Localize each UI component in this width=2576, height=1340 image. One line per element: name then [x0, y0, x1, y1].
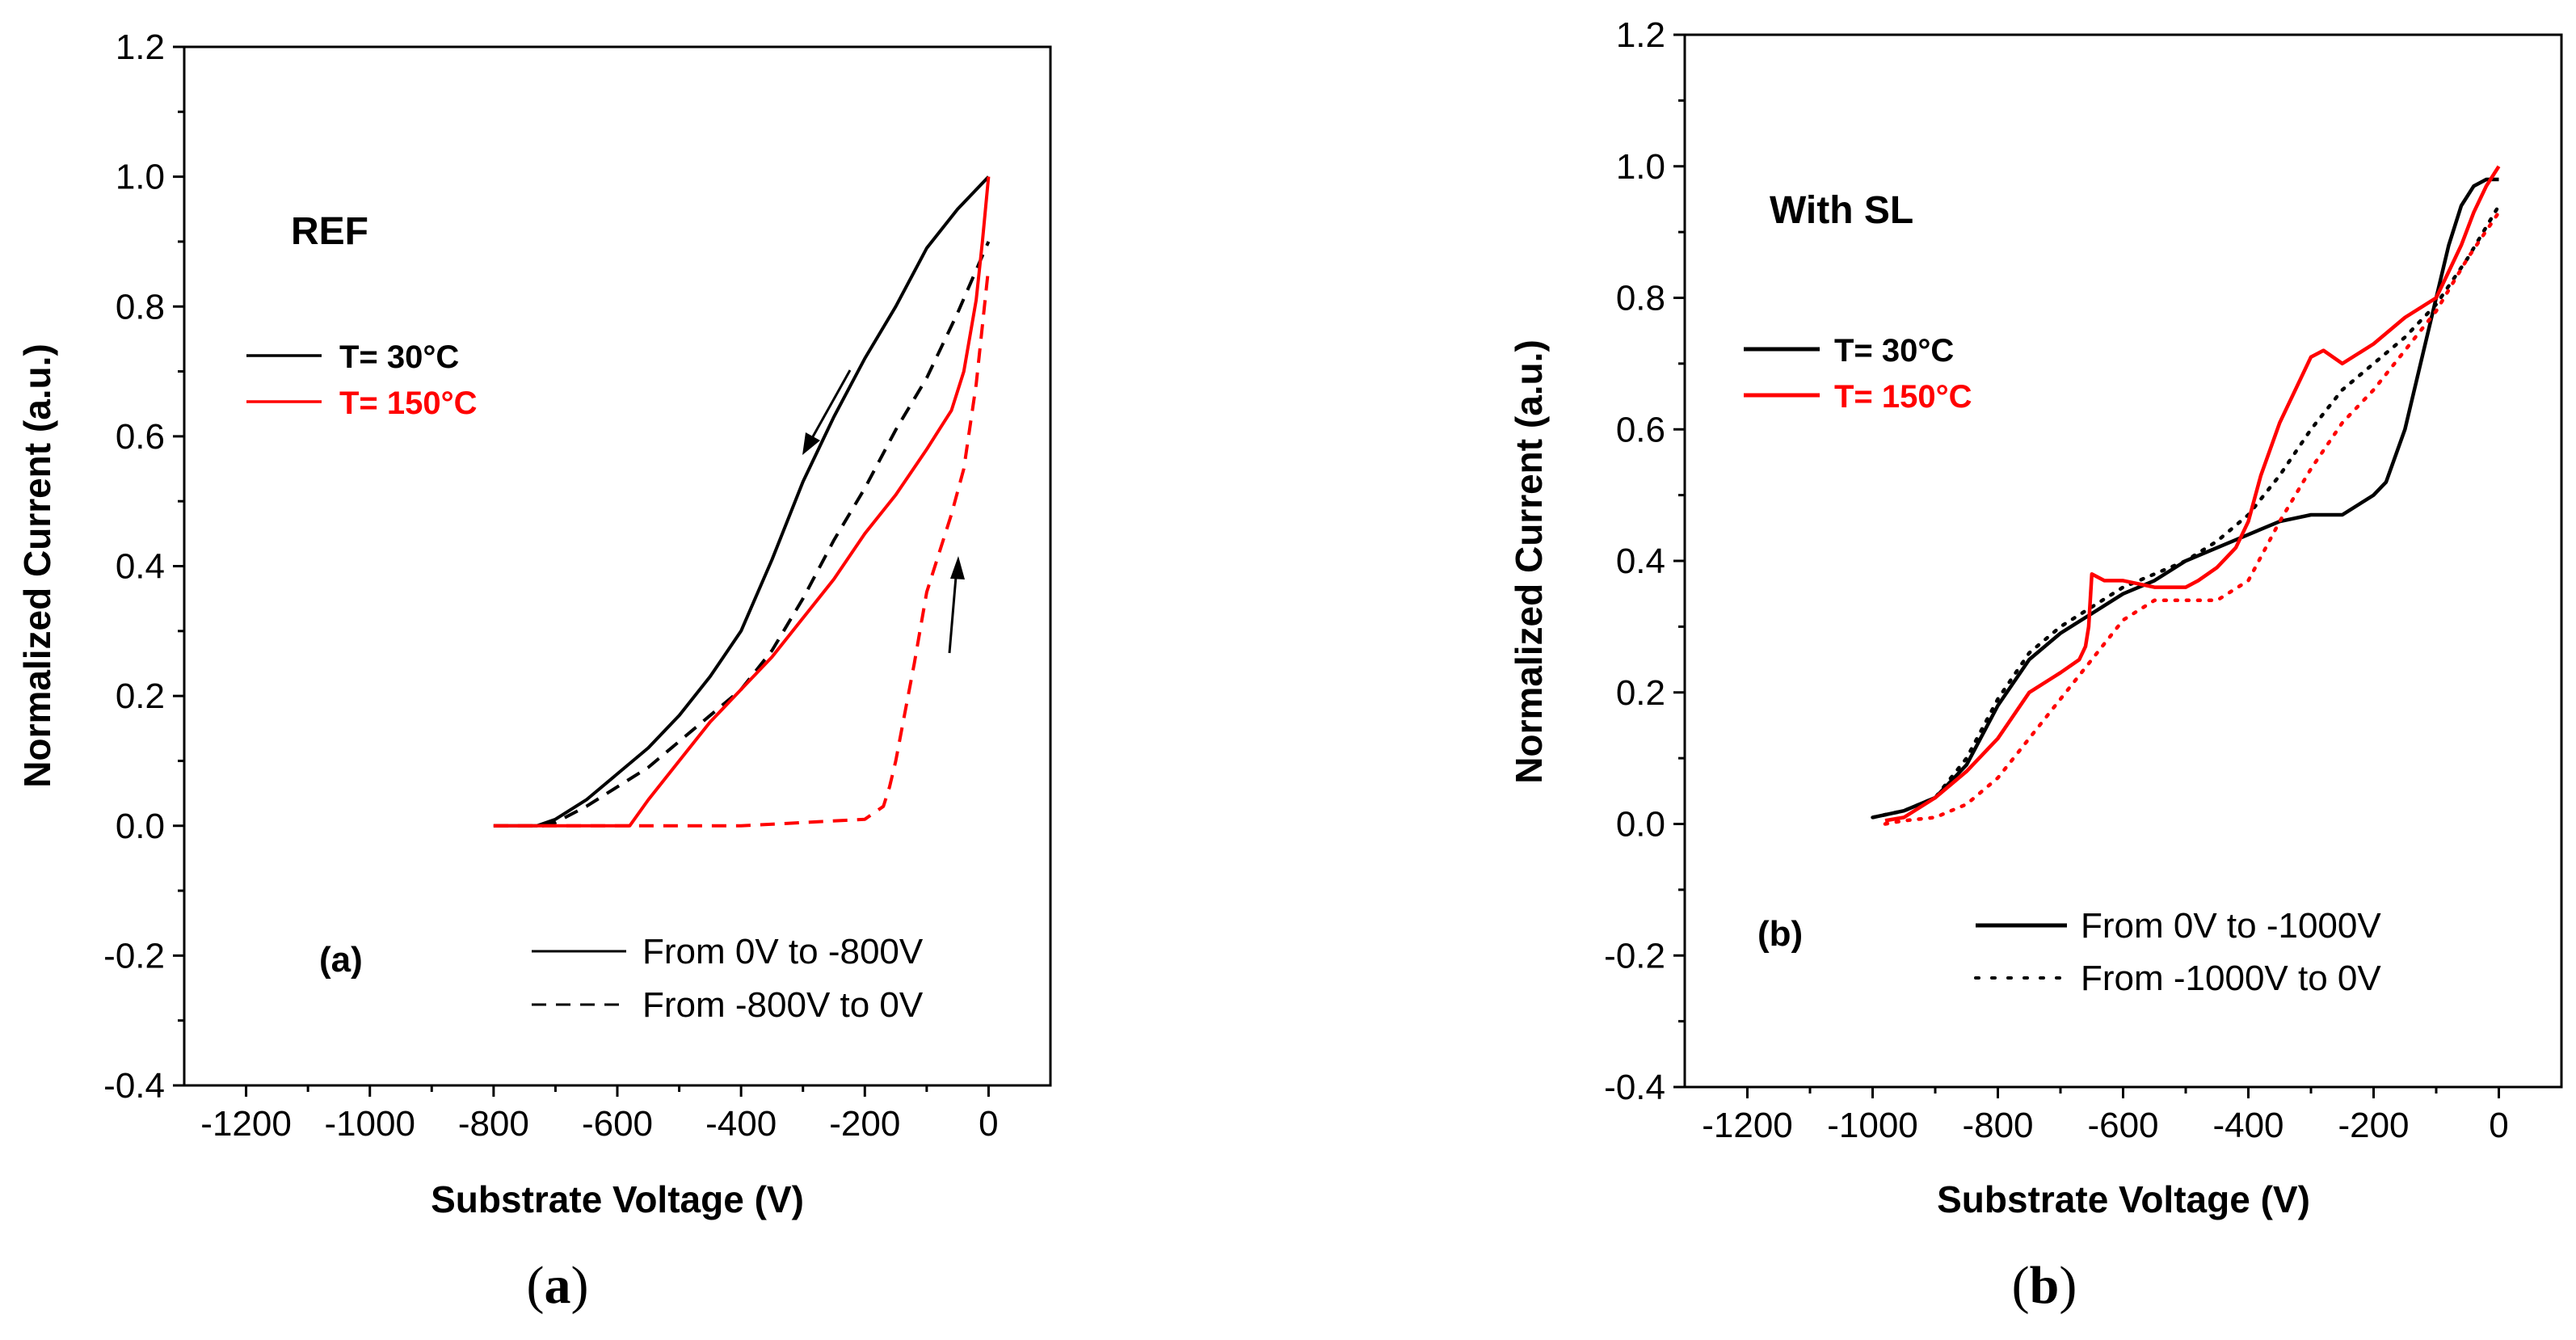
x-tick-label-b: -200 — [2338, 1106, 2409, 1145]
x-tick-label-b: -800 — [1962, 1106, 2033, 1145]
plot-frame-a — [183, 45, 1052, 1087]
x-tick-label-b: -400 — [2212, 1106, 2283, 1145]
series-line-b-3 — [1883, 210, 2501, 826]
y-axis-title-b: Normalized Current (a.u.) — [1508, 339, 1550, 784]
y-tick-label-a: -0.4 — [103, 1066, 165, 1106]
arrow-up-head-a — [950, 556, 965, 579]
series-line-b-2 — [1884, 165, 2501, 823]
y-tick-label-a: 1.0 — [116, 158, 165, 197]
y-tick-label-a: 0.8 — [116, 287, 165, 327]
x-tick-label-b: -1000 — [1827, 1106, 1918, 1145]
panel-title-b: With SL — [1770, 189, 1913, 232]
legend-label-150c-a: T= 150°C — [339, 386, 478, 421]
x-tick-label-b: -600 — [2087, 1106, 2158, 1145]
arrow-up-a — [948, 567, 958, 654]
legend-label-reverse-a: From -800V to 0V — [642, 985, 924, 1025]
x-tick-label-a: -200 — [829, 1104, 900, 1144]
y-tick-label-b: -0.2 — [1604, 936, 1665, 976]
x-tick-label-a: -600 — [582, 1104, 653, 1144]
caption-a: (a) — [527, 1256, 589, 1315]
arrow-down-a — [806, 369, 852, 446]
arrow-down-head-a — [802, 432, 820, 455]
y-tick-label-a: 1.2 — [116, 27, 165, 67]
panel-tag-a: (a) — [319, 940, 363, 980]
series-group-b — [1871, 165, 2501, 826]
y-axis-title-a: Normalized Current (a.u.) — [16, 343, 58, 788]
y-tick-label-b: 0.2 — [1616, 673, 1665, 713]
x-tick-label-a: -400 — [705, 1104, 777, 1144]
panel-title-a: REF — [291, 210, 368, 253]
x-tick-label-a: -1200 — [200, 1104, 292, 1144]
axis-ticks-a: -1200 -1000 -800 -600 -400 -200 0 -0.4 -0.2 0.0 0.… — [103, 27, 998, 1144]
y-tick-label-a: -0.2 — [103, 936, 165, 976]
legend-label-30c-a: T= 30°C — [339, 339, 459, 375]
series-line-a-1 — [493, 241, 991, 828]
x-axis-title-a: Substrate Voltage (V) — [431, 1178, 804, 1220]
axis-ticks-b: -1200 -1000 -800 -600 -400 -200 0 -0.4 -0.2 0.0 0.… — [1604, 15, 2509, 1145]
series-line-b-0 — [1872, 177, 2499, 820]
x-tick-label-b: 0 — [2489, 1106, 2508, 1145]
series-line-b-1 — [1871, 204, 2501, 820]
series-line-a-2 — [493, 176, 991, 828]
y-tick-label-b: -0.4 — [1604, 1068, 1665, 1107]
caption-letter-b: b — [2030, 1256, 2060, 1315]
caption-letter-a: a — [545, 1256, 571, 1315]
panel-tag-b: (b) — [1757, 914, 1803, 954]
legend-label-reverse-b: From -1000V to 0V — [2081, 959, 2381, 998]
caption-b: (b) — [2012, 1256, 2077, 1315]
legend-label-30c-b: T= 30°C — [1834, 333, 1954, 369]
y-tick-label-a: 0.2 — [116, 676, 165, 716]
y-tick-label-b: 0.0 — [1616, 805, 1665, 845]
x-tick-label-b: -1200 — [1702, 1106, 1793, 1145]
x-tick-label-a: 0 — [979, 1104, 998, 1144]
series-line-a-3 — [493, 267, 991, 828]
y-tick-label-a: 0.0 — [116, 807, 165, 846]
legend-label-forward-a: From 0V to -800V — [642, 932, 924, 971]
panel-b: -1200 -1000 -800 -600 -400 -200 0 -0.4 -0.2 0.0 0.… — [1508, 15, 2563, 1315]
legend-label-150c-b: T= 150°C — [1834, 379, 1972, 415]
x-tick-label-a: -1000 — [324, 1104, 415, 1144]
series-group-a — [493, 175, 991, 828]
x-tick-label-a: -800 — [458, 1104, 529, 1144]
panel-a: -1200 -1000 -800 -600 -400 -200 0 -0.4 -0.2 0.0 0.… — [16, 27, 1052, 1315]
y-tick-label-b: 1.0 — [1616, 147, 1665, 187]
x-axis-title-b: Substrate Voltage (V) — [1937, 1178, 2310, 1220]
y-tick-label-b: 0.4 — [1616, 541, 1665, 581]
legend-label-forward-b: From 0V to -1000V — [2081, 906, 2381, 946]
y-tick-label-b: 0.6 — [1616, 410, 1665, 449]
y-tick-label-b: 0.8 — [1616, 279, 1665, 318]
y-tick-label-a: 0.4 — [116, 547, 165, 587]
series-line-a-0 — [493, 175, 990, 828]
y-tick-label-a: 0.6 — [116, 417, 165, 457]
y-tick-label-b: 1.2 — [1616, 15, 1665, 55]
